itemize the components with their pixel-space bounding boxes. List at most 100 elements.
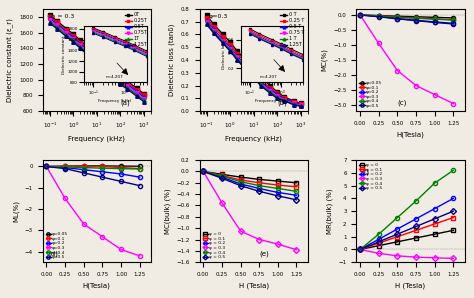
0.25 T: [267, 86, 273, 90]
0.75 T: [274, 94, 280, 97]
1.25T: [274, 97, 280, 100]
φ=0.05: [413, 15, 419, 18]
Line: 0.75 T: 0.75 T: [205, 20, 302, 107]
0.75T: [118, 80, 123, 83]
Legend: φ=0.05, φ=0.1, φ=0.2, φ=0.3, φ=0.4, φ=0.5: φ=0.05, φ=0.1, φ=0.2, φ=0.3, φ=0.4, φ=0.…: [358, 80, 383, 109]
φ = 0.4: [432, 181, 438, 185]
φ=0.5: [118, 180, 124, 183]
0 T: [220, 33, 226, 36]
Line: φ = 0.3: φ = 0.3: [201, 169, 299, 252]
φ=0.4: [432, 17, 438, 21]
φ=0.4: [394, 15, 400, 19]
φ=0.3: [44, 165, 49, 168]
φ = 0.3: [432, 256, 438, 260]
Y-axis label: MR(bulk) (%): MR(bulk) (%): [327, 188, 333, 234]
0.5T: [64, 30, 69, 33]
Line: φ=0.4: φ=0.4: [44, 164, 142, 171]
φ = 0: [357, 248, 363, 251]
0 T: [211, 22, 217, 26]
φ = 0.4: [450, 169, 456, 172]
0T: [64, 27, 69, 30]
1T: [110, 75, 116, 78]
φ=0.05: [62, 164, 68, 168]
0.5T: [94, 57, 100, 60]
0.5 T: [267, 88, 273, 91]
0 T: [282, 95, 287, 99]
Line: φ=0.4: φ=0.4: [358, 13, 456, 22]
1T: [87, 54, 92, 57]
0.25 T: [227, 43, 233, 46]
0.75T: [77, 43, 83, 47]
1.25T: [87, 55, 92, 59]
0.25 T: [258, 77, 264, 81]
φ=0.4: [62, 165, 68, 169]
0T: [141, 92, 146, 96]
φ=0.3: [62, 197, 68, 200]
Legend: 0T, 0.25T, 0.5T, 0.75T, 1T, 1.25T: 0T, 0.25T, 0.5T, 0.75T, 1T, 1.25T: [124, 11, 148, 48]
0T: [110, 69, 116, 72]
φ = 0.2: [201, 170, 206, 173]
φ=0.4: [81, 166, 87, 169]
1.25T: [71, 40, 76, 44]
0.75 T: [234, 56, 240, 59]
Legend: φ = 0, φ = 0.1, φ = 0.2, φ = 0.3, φ = 0.4, φ = 0.5: φ = 0, φ = 0.1, φ = 0.2, φ = 0.3, φ = 0.…: [202, 231, 226, 260]
φ = 0.4: [357, 248, 363, 251]
φ = 0.5: [219, 176, 225, 180]
0.75 T: [211, 29, 217, 32]
0.5 T: [298, 103, 303, 106]
1.25T: [94, 61, 100, 65]
0.5T: [77, 42, 83, 45]
1.25T: [64, 35, 69, 38]
0.75T: [141, 97, 146, 100]
φ=0.1: [81, 164, 87, 168]
1.25T: [282, 99, 287, 103]
Line: 0.5 T: 0.5 T: [205, 19, 302, 106]
Line: φ = 0.1: φ = 0.1: [358, 215, 456, 252]
Line: φ = 0.3: φ = 0.3: [358, 247, 456, 260]
0.5T: [71, 35, 76, 39]
0.75 T: [298, 103, 303, 107]
0.75T: [110, 73, 116, 77]
φ=0.3: [450, 102, 456, 105]
φ = 0: [256, 178, 262, 181]
0.25T: [134, 88, 139, 92]
Line: 1.25T: 1.25T: [205, 23, 302, 108]
0.25T: [87, 49, 92, 52]
0.5 T: [274, 93, 280, 96]
φ=0.5: [100, 175, 105, 179]
φ = 0.2: [219, 175, 225, 179]
φ = 0: [394, 240, 400, 243]
1.25T: [227, 49, 233, 53]
0.5 T: [282, 97, 287, 101]
φ = 0.3: [450, 257, 456, 260]
0 T: [258, 75, 264, 78]
φ = 0: [450, 229, 456, 232]
Legend: 0 T, 0.25 T, 0.5 T, 0.75 T, 1 T, 1.25T: 0 T, 0.25 T, 0.5 T, 0.75 T, 1 T, 1.25T: [279, 11, 305, 48]
0.75T: [87, 52, 92, 55]
Line: φ = 0.4: φ = 0.4: [201, 169, 299, 193]
1 T: [234, 57, 240, 60]
φ=0.1: [394, 15, 400, 19]
1.25T: [110, 76, 116, 80]
Line: φ = 0.4: φ = 0.4: [358, 168, 456, 252]
φ = 0.5: [357, 248, 363, 251]
φ=0.2: [100, 170, 105, 174]
0.25T: [94, 55, 100, 59]
φ=0.05: [44, 165, 49, 168]
φ=0.2: [44, 165, 49, 168]
1.25T: [244, 69, 249, 72]
1.25T: [54, 27, 60, 30]
φ=0.1: [118, 166, 124, 169]
0.75T: [101, 64, 107, 68]
φ=0.1: [44, 165, 49, 168]
Text: (e): (e): [259, 251, 269, 257]
φ = 0.3: [275, 242, 281, 246]
1T: [118, 81, 123, 85]
0 T: [234, 49, 240, 53]
0.25T: [101, 61, 107, 65]
1T: [134, 93, 139, 96]
0 T: [244, 60, 249, 63]
1T: [77, 45, 83, 49]
Line: φ = 0.5: φ = 0.5: [358, 209, 456, 252]
1.25T: [267, 91, 273, 95]
